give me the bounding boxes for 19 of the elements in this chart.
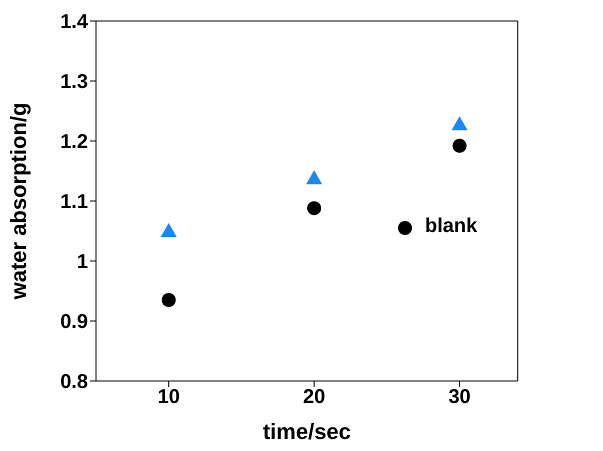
y-tick-label: 0.8 xyxy=(60,371,88,394)
point xyxy=(452,138,467,153)
y-axis-title: water absorption/g xyxy=(6,102,31,300)
y-tick-label: 1.4 xyxy=(60,11,89,34)
y-tick-label: 0.9 xyxy=(60,311,88,334)
y-tick-label: 1.3 xyxy=(60,71,88,94)
y-tick-label: 1.1 xyxy=(60,191,88,214)
x-tick-label: 30 xyxy=(448,386,471,408)
y-tick-label: 1.2 xyxy=(60,131,88,154)
point xyxy=(162,293,176,307)
legend-label: blank xyxy=(425,215,478,238)
point xyxy=(452,116,468,130)
point xyxy=(306,170,322,184)
y-tick-label: 1 xyxy=(76,251,88,274)
x-tick-label: 20 xyxy=(303,386,326,408)
point xyxy=(160,223,177,237)
x-tick-label: 10 xyxy=(158,386,180,408)
x-axis-title: time/sec xyxy=(262,419,351,444)
point xyxy=(307,201,322,216)
